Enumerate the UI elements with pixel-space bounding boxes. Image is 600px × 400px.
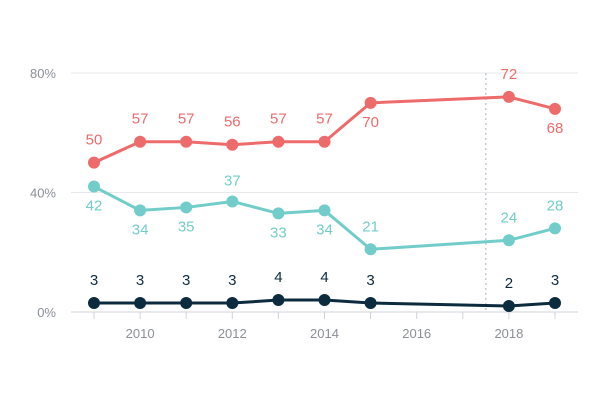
data-label-top: 56 (224, 114, 241, 131)
data-label-bottom: 3 (136, 272, 144, 289)
data-label-bottom: 3 (90, 272, 98, 289)
data-point-bottom (549, 297, 561, 310)
data-point-bottom (134, 297, 147, 310)
data-point-middle (226, 195, 239, 208)
data-label-middle: 34 (132, 221, 149, 238)
data-point-middle (180, 201, 193, 214)
data-point-top (180, 135, 193, 148)
data-point-bottom (180, 297, 193, 310)
data-label-bottom: 3 (366, 272, 374, 289)
data-point-bottom (364, 297, 377, 310)
data-label-top: 68 (547, 120, 564, 137)
data-point-middle (318, 204, 331, 217)
data-label-bottom: 4 (274, 269, 282, 286)
data-label-middle: 35 (178, 218, 195, 235)
data-label-middle: 42 (86, 198, 103, 215)
x-tick-label: 2012 (218, 326, 247, 341)
data-point-top (318, 135, 331, 148)
data-point-bottom (88, 297, 100, 310)
data-label-top: 50 (86, 132, 103, 149)
data-point-top (272, 135, 285, 148)
x-tick-label: 2014 (310, 326, 339, 341)
data-label-bottom: 3 (228, 272, 236, 289)
data-point-middle (502, 234, 515, 247)
data-point-bottom (226, 297, 239, 310)
data-label-bottom: 3 (551, 272, 559, 289)
data-label-top: 72 (501, 66, 518, 83)
data-label-bottom: 3 (182, 272, 190, 289)
data-point-bottom (272, 294, 285, 307)
data-label-top: 70 (362, 114, 379, 131)
data-label-middle: 33 (270, 224, 287, 241)
data-point-top (88, 156, 100, 169)
data-label-middle: 28 (547, 197, 564, 214)
data-label-bottom: 4 (320, 269, 328, 286)
data-label-top: 57 (316, 111, 333, 128)
data-label-middle: 24 (501, 209, 518, 226)
data-label-top: 57 (178, 111, 195, 128)
data-point-middle (88, 180, 100, 193)
data-label-bottom: 2 (505, 275, 513, 292)
data-label-middle: 34 (316, 221, 333, 238)
y-tick-label: 0% (37, 305, 56, 320)
x-tick-label: 2018 (494, 326, 523, 341)
data-point-top (134, 135, 147, 148)
y-tick-label: 40% (30, 186, 56, 201)
data-point-bottom (318, 294, 331, 307)
data-point-middle (549, 222, 561, 235)
data-point-top (226, 138, 239, 151)
data-label-top: 57 (132, 111, 149, 128)
x-tick-label: 2010 (126, 326, 155, 341)
data-point-top (364, 96, 377, 109)
data-point-middle (364, 243, 377, 256)
data-point-top (502, 90, 515, 103)
data-label-middle: 37 (224, 172, 241, 189)
data-point-middle (272, 207, 285, 220)
data-label-top: 57 (270, 111, 287, 128)
data-point-bottom (502, 300, 515, 313)
x-tick-label: 2016 (402, 326, 431, 341)
data-point-middle (134, 204, 147, 217)
data-label-middle: 21 (362, 218, 379, 235)
data-point-top (549, 102, 561, 115)
y-tick-label: 80% (30, 66, 56, 81)
